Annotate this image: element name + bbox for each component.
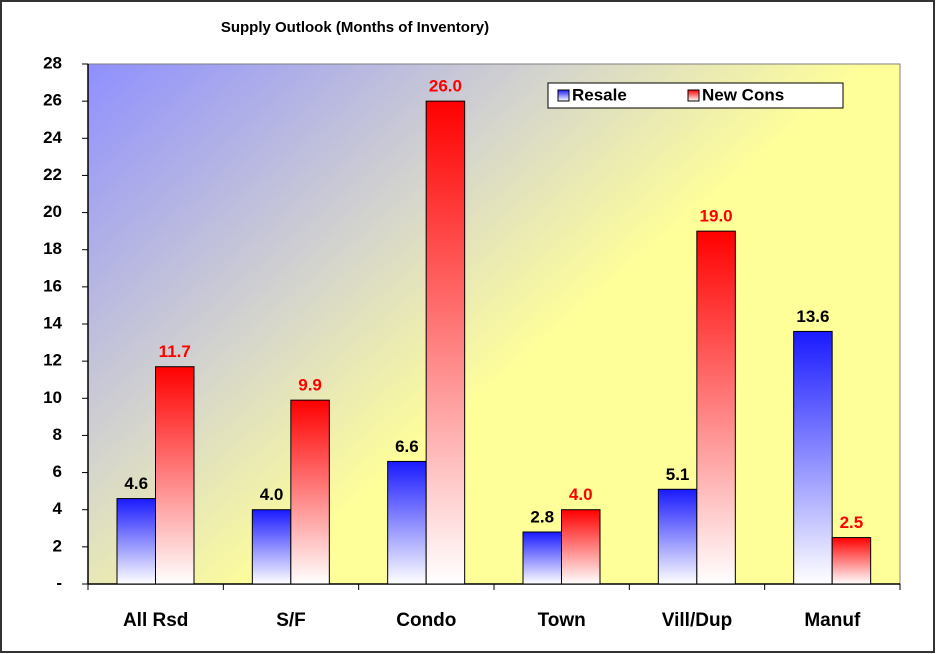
legend-swatch bbox=[687, 89, 700, 102]
bar bbox=[522, 531, 562, 585]
value-label: 19.0 bbox=[700, 207, 733, 226]
value-label: 4.6 bbox=[124, 474, 148, 493]
y-tick-label: 14 bbox=[43, 313, 62, 332]
value-label: 4.0 bbox=[569, 485, 593, 504]
bar bbox=[116, 498, 156, 585]
x-tick-label: Town bbox=[538, 610, 586, 631]
y-tick-label: 10 bbox=[43, 388, 62, 407]
value-label: 2.8 bbox=[530, 507, 554, 526]
y-tick-label: 28 bbox=[43, 53, 62, 72]
value-label: 2.5 bbox=[840, 513, 864, 532]
y-tick-label: 12 bbox=[43, 351, 62, 370]
bar bbox=[696, 230, 736, 585]
legend-label: Resale bbox=[572, 85, 627, 104]
value-label: 26.0 bbox=[429, 77, 462, 96]
legend-label: New Cons bbox=[702, 85, 784, 104]
value-label: 6.6 bbox=[395, 437, 419, 456]
y-tick-label: 4 bbox=[53, 499, 63, 518]
value-label: 5.1 bbox=[666, 465, 690, 484]
y-tick-label: - bbox=[56, 573, 62, 592]
bar bbox=[290, 399, 330, 585]
chart-title: Supply Outlook (Months of Inventory) bbox=[221, 19, 489, 36]
y-tick-label: 16 bbox=[43, 276, 62, 295]
value-label: 11.7 bbox=[159, 342, 191, 361]
y-tick-label: 26 bbox=[43, 91, 62, 110]
y-tick-label: 20 bbox=[43, 202, 62, 221]
y-tick-label: 6 bbox=[53, 462, 62, 481]
bar bbox=[387, 460, 427, 585]
x-tick-label: Condo bbox=[396, 610, 456, 631]
x-tick-label: Manuf bbox=[804, 610, 861, 631]
y-tick-label: 18 bbox=[43, 239, 62, 258]
x-tick-label: S/F bbox=[276, 610, 306, 631]
value-label: 4.0 bbox=[260, 485, 284, 504]
legend-swatch bbox=[557, 89, 570, 102]
y-tick-label: 22 bbox=[43, 165, 62, 184]
value-label: 9.9 bbox=[298, 376, 322, 395]
bar bbox=[155, 366, 195, 585]
x-tick-label: Vill/Dup bbox=[662, 610, 732, 631]
bar bbox=[251, 509, 292, 585]
plot-area bbox=[87, 63, 901, 585]
y-tick-label: 2 bbox=[53, 536, 62, 555]
y-tick-label: 24 bbox=[43, 128, 62, 147]
bar bbox=[657, 488, 698, 585]
bar bbox=[793, 330, 833, 585]
bar bbox=[425, 100, 466, 585]
value-label: 13.6 bbox=[796, 307, 829, 326]
bar bbox=[561, 509, 601, 585]
x-tick-label: All Rsd bbox=[123, 610, 188, 631]
bar bbox=[831, 537, 872, 585]
y-tick-label: 8 bbox=[53, 425, 62, 444]
